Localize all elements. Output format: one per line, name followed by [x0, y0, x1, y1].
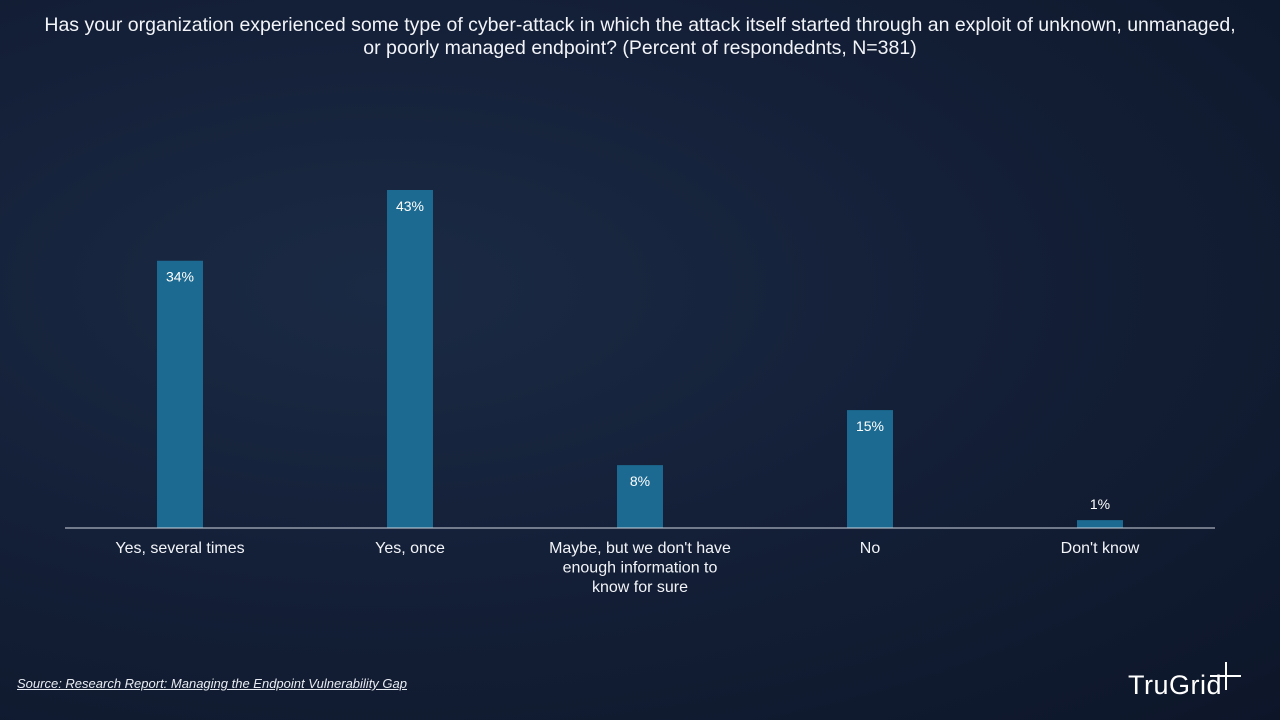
category-label-0: Yes, several times: [115, 540, 244, 557]
trugrid-logo: TruGrid: [1128, 662, 1252, 702]
bar-0: [157, 260, 203, 528]
chart-title: Has your organization experienced some t…: [44, 14, 1236, 59]
category-label-4: Don't know: [1061, 540, 1140, 557]
category-label-1: Yes, once: [375, 540, 445, 557]
source-citation[interactable]: Source: Research Report: Managing the En…: [17, 676, 407, 691]
data-label-4: 1%: [1090, 496, 1110, 512]
logo-text: TruGrid: [1128, 670, 1223, 700]
category-label-2: Maybe, but we don't have enough informati…: [549, 540, 731, 596]
data-label-2: 8%: [630, 473, 650, 489]
data-label-1: 43%: [396, 198, 424, 214]
bar-3: [847, 410, 893, 528]
logo-crosshair-horizontal: [1210, 675, 1241, 677]
bar-4: [1077, 520, 1123, 528]
bar-2: [617, 465, 663, 528]
category-label-3: No: [860, 540, 881, 557]
data-label-0: 34%: [166, 269, 194, 285]
data-label-3: 15%: [856, 418, 884, 434]
bar-1: [387, 190, 433, 528]
